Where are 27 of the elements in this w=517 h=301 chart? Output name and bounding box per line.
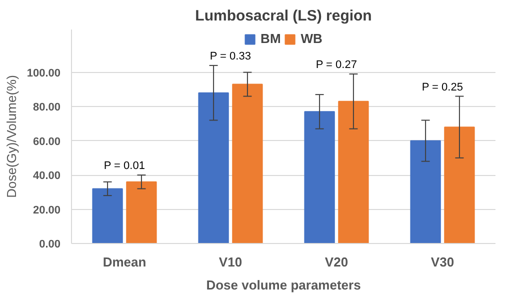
y-tick-label: 80.00	[32, 102, 61, 114]
x-tick-label: Dmean	[102, 254, 146, 270]
x-tick-label: V10	[218, 254, 242, 270]
y-tick-label: 20.00	[32, 204, 61, 216]
legend-label: BM	[260, 31, 281, 46]
bar	[92, 188, 123, 244]
bar	[410, 140, 441, 244]
bar	[198, 92, 229, 244]
x-axis-title: Dose volume parameters	[206, 278, 361, 292]
chart-title: Lumbosacral (LS) region	[195, 8, 372, 24]
annotation: P = 0.01	[104, 160, 145, 172]
bar	[444, 126, 475, 244]
bar	[232, 84, 263, 244]
bar	[126, 181, 157, 244]
y-tick-label: 100.00	[26, 67, 61, 80]
y-axis-title: Dose(Gy)/Volume(%)	[4, 75, 19, 198]
y-tick-label: 60.00	[32, 136, 61, 148]
x-tick-label: V30	[430, 254, 454, 270]
bar	[304, 111, 335, 244]
annotation: P = 0.33	[210, 50, 251, 62]
annotation: P = 0.25	[422, 81, 463, 94]
bar	[338, 100, 369, 244]
legend-label: WB	[300, 31, 322, 46]
y-tick-label: 0.00	[39, 238, 61, 250]
annotation: P = 0.27	[316, 59, 357, 72]
y-tick-label: 40.00	[32, 170, 61, 182]
x-tick-label: V20	[324, 254, 348, 270]
